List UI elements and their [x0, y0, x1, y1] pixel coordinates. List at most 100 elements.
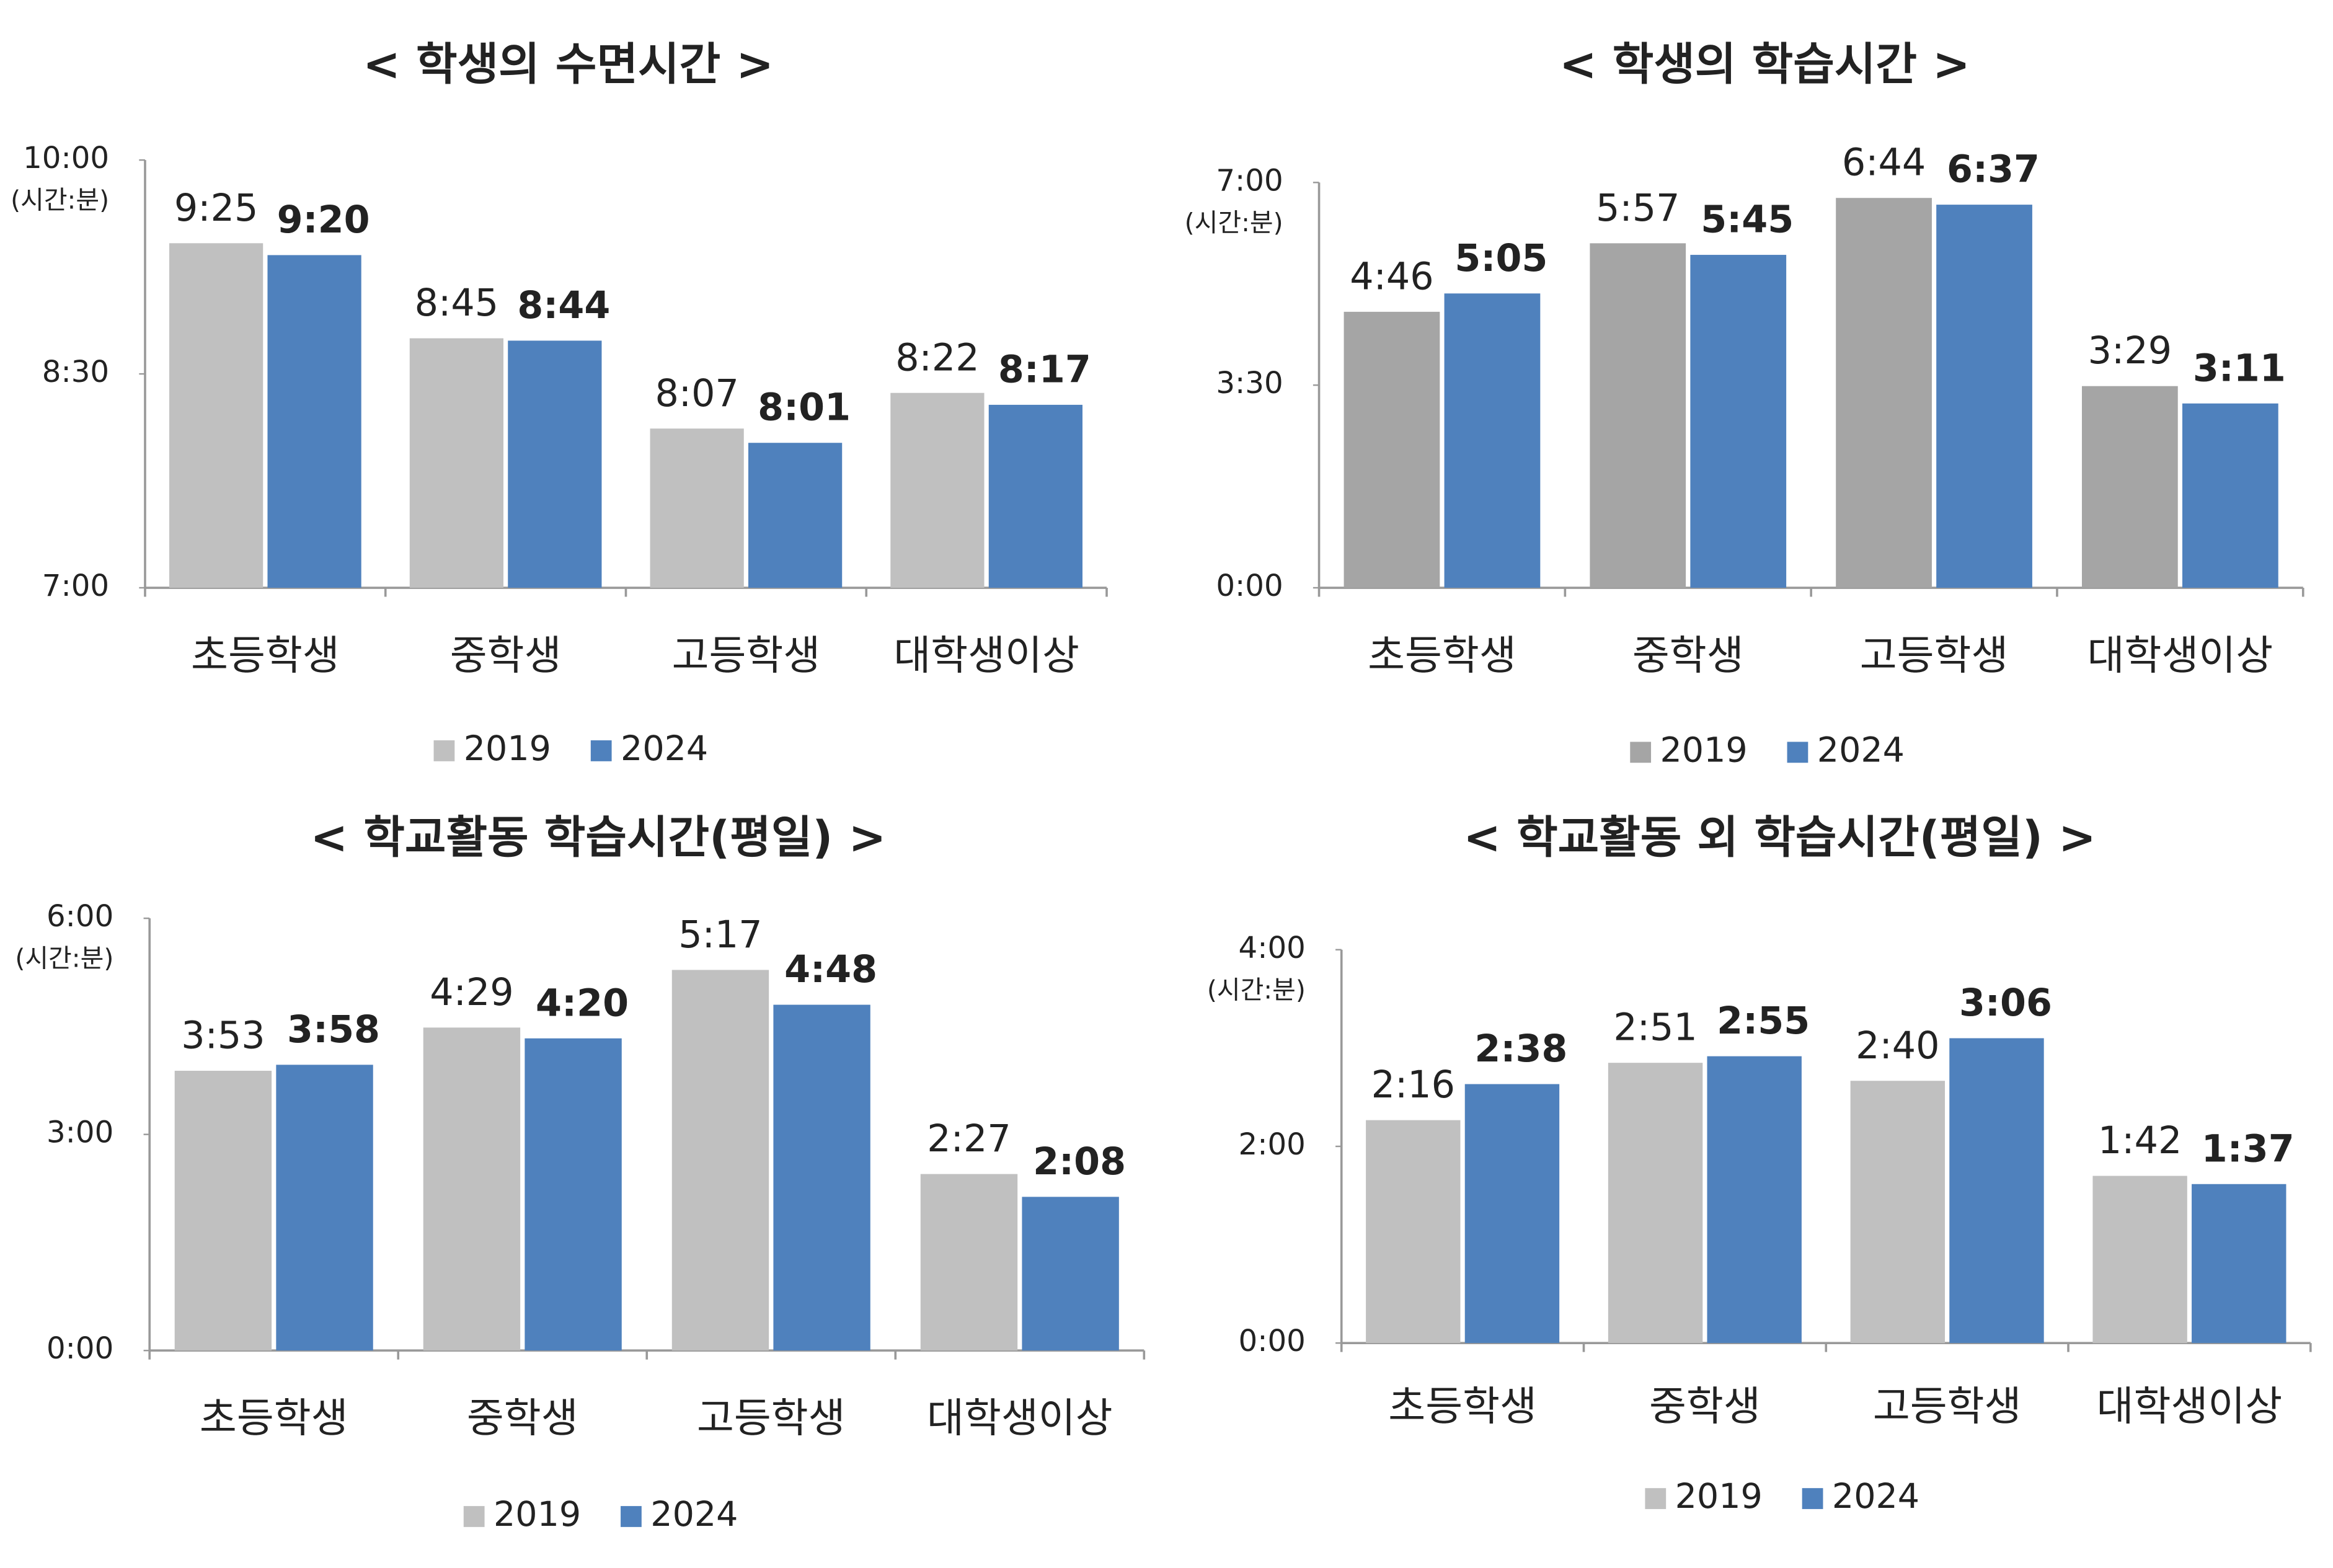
- y-tick-label: 3:30: [1216, 366, 1283, 401]
- legend-label: 2024: [1832, 1477, 1919, 1517]
- x-tick-label: 중학생: [1632, 632, 1744, 679]
- bar: [267, 255, 361, 588]
- bar: [1836, 198, 1932, 588]
- bar: [920, 1174, 1018, 1351]
- bar: [508, 340, 602, 588]
- legend-label: 2019: [464, 729, 551, 769]
- axis: [1317, 182, 2304, 597]
- bar: [2081, 386, 2178, 588]
- legend-label: 2019: [1660, 730, 1748, 770]
- bar: [988, 404, 1082, 588]
- y-tick-label: 0:00: [1239, 1324, 1306, 1358]
- bar: [890, 392, 985, 588]
- value-label: 8:22: [895, 336, 979, 379]
- chart-title: < 학생의 학습시간 >: [1559, 39, 1970, 91]
- value-label: 2:27: [927, 1117, 1011, 1161]
- y-tick-label: 7:00: [42, 569, 109, 603]
- bar: [423, 1027, 521, 1351]
- bar: [1690, 255, 1787, 588]
- value-label: 8:44: [517, 284, 610, 327]
- y-tick-label: 4:00: [1239, 931, 1306, 965]
- value-label: 3:53: [181, 1014, 265, 1058]
- x-tick-label: 대학생이상: [927, 1396, 1113, 1442]
- x-tick-label: 고등학생: [697, 1396, 846, 1442]
- bar: [2092, 1176, 2187, 1344]
- bar: [2192, 1184, 2287, 1344]
- value-label: 8:07: [655, 372, 738, 415]
- value-label: 2:55: [1717, 999, 1810, 1043]
- legend-swatch: [433, 740, 455, 761]
- value-label: 3:58: [287, 1008, 380, 1052]
- axis: [148, 918, 1146, 1360]
- y-tick-label: 2:00: [1239, 1127, 1306, 1162]
- x-tick-label: 대학생이상: [893, 632, 1079, 679]
- value-label: 2:51: [1613, 1006, 1697, 1050]
- bar: [1366, 1120, 1461, 1344]
- x-tick-label: 고등학생: [672, 632, 821, 679]
- bar: [1444, 293, 1541, 588]
- bar: [2182, 403, 2278, 588]
- legend-swatch: [1787, 742, 1808, 763]
- value-label: 5:17: [678, 913, 762, 957]
- value-label: 5:45: [1701, 198, 1794, 242]
- bar: [671, 970, 769, 1351]
- y-tick-label: 0:00: [46, 1331, 113, 1366]
- y-tick-label: 8:30: [42, 355, 109, 389]
- legend-label: 2019: [494, 1495, 581, 1535]
- bar: [1590, 243, 1686, 588]
- value-label: 4:20: [536, 981, 629, 1025]
- value-label: 1:42: [2098, 1119, 2182, 1163]
- bar: [1850, 1081, 1946, 1344]
- bar: [525, 1038, 622, 1351]
- legend-swatch: [621, 1506, 642, 1527]
- x-tick-label: 초등학생: [1368, 632, 1516, 679]
- y-tick-label: 7:00: [1216, 163, 1283, 198]
- legend-swatch: [1802, 1488, 1823, 1509]
- x-tick-label: 초등학생: [191, 632, 340, 679]
- value-label: 4:48: [784, 948, 877, 991]
- bar: [169, 243, 263, 588]
- bar: [1344, 311, 1440, 588]
- value-label: 8:45: [415, 281, 498, 325]
- bar: [1707, 1056, 1802, 1344]
- y-axis-label: (시간:분): [11, 185, 109, 215]
- axis: [1340, 949, 2312, 1352]
- value-label: 9:25: [174, 187, 258, 230]
- bar: [1936, 205, 2032, 588]
- bar: [650, 428, 744, 588]
- value-label: 5:05: [1454, 237, 1547, 280]
- bar: [1464, 1084, 1560, 1344]
- value-label: 6:44: [1842, 141, 1926, 185]
- y-axis-label: (시간:분): [1207, 975, 1306, 1004]
- legend-label: 2024: [621, 729, 708, 769]
- x-tick-label: 중학생: [467, 1396, 578, 1442]
- chart-title: < 학생의 수면시간 >: [363, 39, 774, 91]
- value-label: 4:29: [430, 971, 513, 1014]
- value-label: 8:01: [758, 386, 851, 430]
- bar: [409, 338, 503, 588]
- bar: [174, 1071, 272, 1351]
- legend-label: 2019: [1675, 1477, 1763, 1517]
- bar: [748, 443, 843, 588]
- legend-swatch: [463, 1506, 485, 1527]
- x-tick-label: 초등학생: [1388, 1383, 1537, 1430]
- x-tick-label: 중학생: [450, 632, 562, 679]
- y-tick-label: 10:00: [23, 141, 109, 175]
- value-label: 5:57: [1596, 187, 1680, 230]
- bar: [1022, 1197, 1119, 1351]
- value-label: 1:37: [2202, 1127, 2295, 1171]
- x-tick-label: 고등학생: [1873, 1383, 2022, 1430]
- value-label: 8:17: [998, 348, 1091, 391]
- legend-swatch: [590, 740, 612, 761]
- legend-swatch: [1630, 742, 1652, 763]
- value-label: 2:38: [1474, 1027, 1567, 1071]
- bar: [1608, 1063, 1703, 1344]
- value-label: 2:08: [1033, 1140, 1126, 1184]
- value-label: 3:06: [1959, 981, 2052, 1025]
- value-label: 3:29: [2088, 329, 2172, 373]
- bar: [1949, 1038, 2044, 1344]
- value-label: 6:37: [1947, 148, 2040, 192]
- chart-title: < 학교활동 외 학습시간(평일) >: [1463, 812, 2096, 864]
